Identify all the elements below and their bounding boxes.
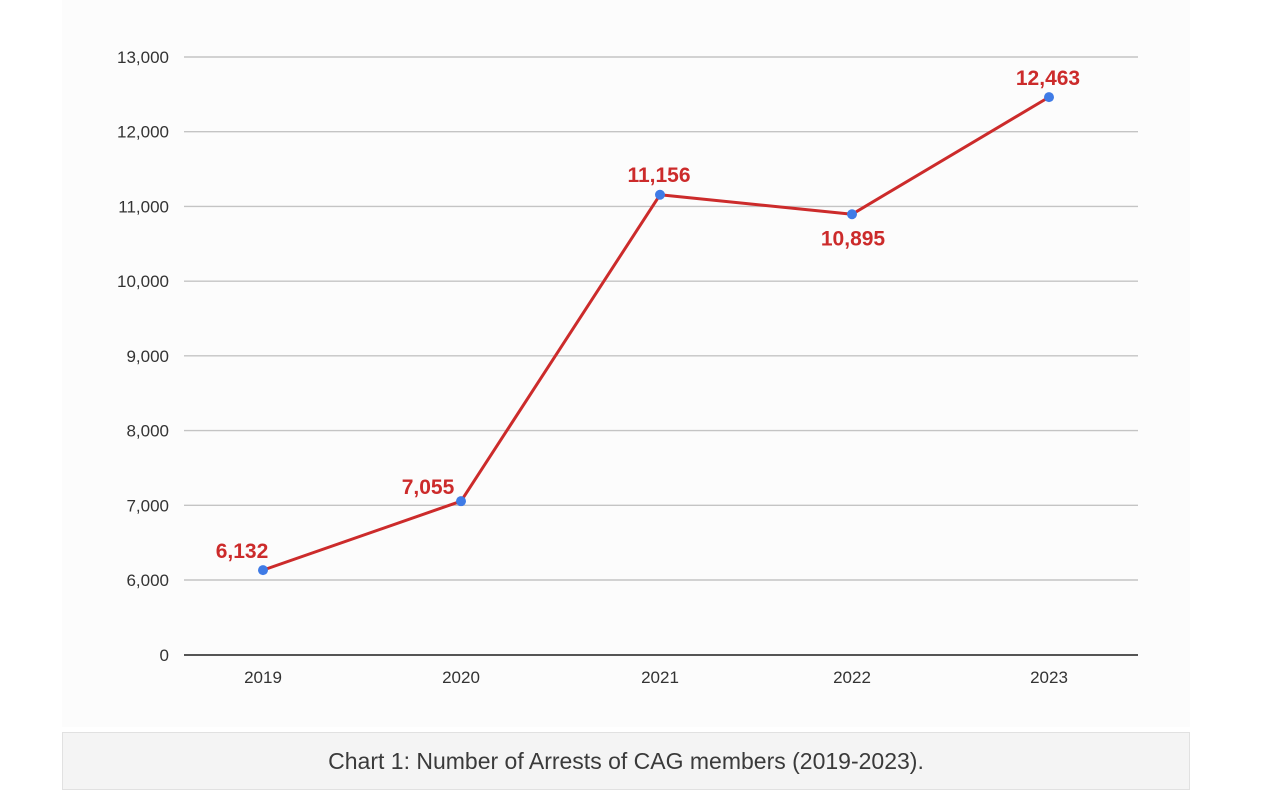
data-point bbox=[258, 565, 268, 576]
x-tick-label: 2023 bbox=[1030, 668, 1068, 687]
data-point bbox=[655, 189, 665, 200]
caption-box: Chart 1: Number of Arrests of CAG member… bbox=[62, 732, 1190, 790]
series bbox=[258, 92, 1054, 576]
axes: 0 6,000 7,000 8,000 9,000 10,000 11,000 12,000 1… bbox=[117, 48, 1068, 687]
y-tick-label: 9,000 bbox=[126, 347, 169, 366]
data-label: 12,463 bbox=[1016, 67, 1080, 90]
y-tick-label: 6,000 bbox=[126, 571, 169, 590]
data-label: 6,132 bbox=[216, 540, 269, 563]
y-tick-label: 7,000 bbox=[126, 496, 169, 515]
data-point bbox=[847, 209, 857, 220]
data-point bbox=[1044, 92, 1054, 103]
chart-caption: Chart 1: Number of Arrests of CAG member… bbox=[328, 747, 924, 774]
x-tick-label: 2022 bbox=[833, 668, 871, 687]
chart-panel: 0 6,000 7,000 8,000 9,000 10,000 11,000 12,000 1… bbox=[62, 0, 1190, 727]
data-labels: 6,132 7,055 11,156 10,895 12,463 bbox=[216, 67, 1080, 563]
data-label: 10,895 bbox=[821, 227, 886, 250]
y-tick-label: 10,000 bbox=[117, 272, 169, 291]
y-tick-label: 13,000 bbox=[117, 48, 169, 67]
y-tick-label: 8,000 bbox=[126, 422, 169, 441]
x-tick-label: 2020 bbox=[442, 668, 480, 687]
gridlines bbox=[184, 56, 1138, 656]
x-tick-label: 2021 bbox=[641, 668, 679, 687]
x-tick-label: 2019 bbox=[244, 668, 282, 687]
y-tick-label: 0 bbox=[160, 646, 169, 665]
y-tick-label: 12,000 bbox=[117, 123, 169, 142]
line-chart: 0 6,000 7,000 8,000 9,000 10,000 11,000 12,000 1… bbox=[117, 48, 1138, 687]
data-label: 11,156 bbox=[627, 164, 690, 187]
data-point bbox=[456, 496, 466, 507]
y-tick-label: 11,000 bbox=[118, 197, 169, 216]
data-label: 7,055 bbox=[402, 476, 455, 499]
